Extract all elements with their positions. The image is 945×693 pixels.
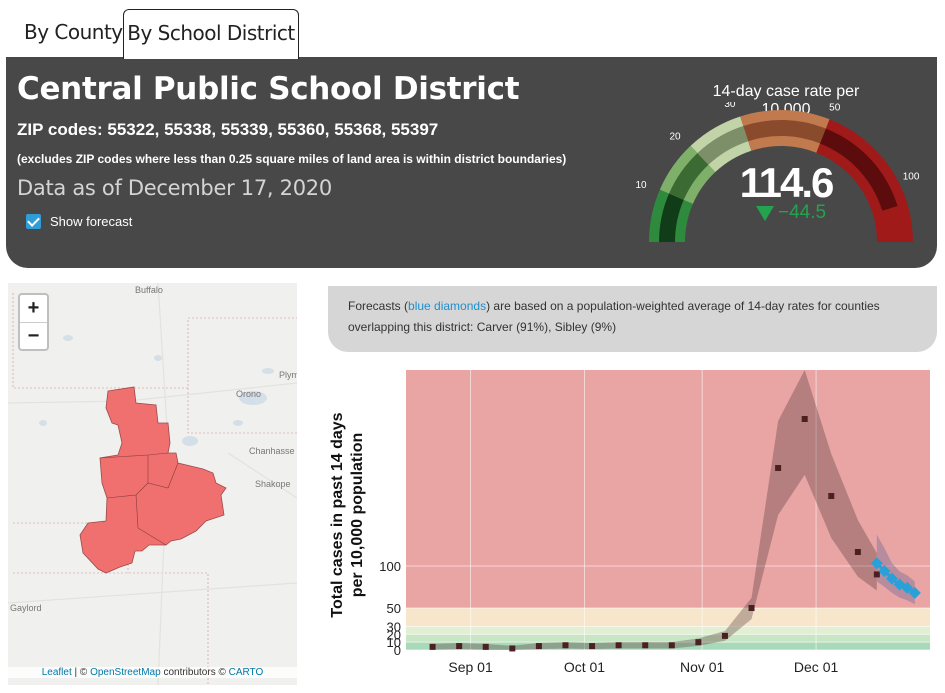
gauge-value-track-4 (820, 128, 898, 211)
chart-y-axis-label: Total cases in past 14 days per 10,000 po… (329, 412, 366, 617)
y-tick-label: 30 (387, 619, 401, 634)
forecast-diamond (901, 581, 914, 594)
data-point (695, 639, 702, 646)
y-tick-label: 50 (387, 601, 401, 616)
attribution-sep: | © (71, 667, 91, 678)
data-point (801, 416, 808, 422)
map-basemap (8, 283, 297, 685)
tab-by-county[interactable]: By County (24, 20, 123, 44)
data-point (562, 642, 569, 649)
map-label-shakopee: Shakope (255, 479, 291, 489)
leaflet-link[interactable]: Leaflet (41, 667, 72, 678)
checkbox-checked-icon[interactable] (26, 214, 41, 229)
data-point (854, 549, 861, 555)
data-point (509, 645, 516, 652)
data-point (748, 605, 755, 611)
show-forecast-toggle[interactable]: Show forecast (26, 214, 132, 229)
data-point (535, 643, 542, 650)
gauge-tick-label: 20 (669, 132, 681, 143)
zip-note: (excludes ZIP codes where less than 0.25… (17, 152, 567, 166)
y-tick-label: 100 (379, 559, 401, 574)
risk-band-1 (406, 634, 930, 643)
gauge-tick-label: 30 (724, 102, 736, 110)
page-title: Central Public School District (17, 71, 520, 107)
data-point (456, 643, 463, 650)
data-point (668, 642, 675, 649)
data-point (482, 643, 489, 650)
forecast-diamond (908, 586, 921, 599)
zoom-in-button[interactable]: + (27, 297, 40, 319)
data-point (589, 643, 596, 650)
gauge-tick-label: 100 (903, 172, 920, 183)
gauge-value-track-3 (743, 119, 826, 144)
note-prefix: Forecasts ( (348, 299, 409, 313)
data-point (721, 632, 728, 639)
down-arrow-icon (756, 205, 774, 221)
forecast-note: Forecasts (blue diamonds) are based on a… (328, 286, 937, 352)
data-point (828, 493, 835, 499)
carto-link[interactable]: CARTO (228, 667, 264, 678)
y-tick-label: 20 (387, 627, 401, 642)
map-label-orono: Orono (236, 389, 262, 399)
y-axis-label-line: per 10,000 population (349, 433, 366, 597)
gauge-value-track-1 (669, 153, 709, 200)
gauge-change: −44.5 (756, 202, 826, 224)
x-tick-label: Oct 01 (564, 659, 605, 675)
x-tick-label: Dec 01 (794, 659, 839, 675)
zip-codes: ZIP codes: 55322, 55338, 55339, 55360, 5… (17, 120, 439, 139)
district-header: Central Public School District ZIP codes… (6, 57, 937, 268)
y-tick-label: 10 (387, 635, 401, 650)
forecast-diamond (886, 572, 899, 585)
y-tick-label: 0 (394, 643, 401, 658)
attribution-contrib: contributors © (160, 667, 229, 678)
risk-band-0 (406, 642, 930, 650)
forecast-diamond (878, 565, 891, 578)
forecast-diamond (870, 557, 883, 570)
map-label-gaylord: Gaylord (10, 603, 42, 613)
y-axis-label-line: Total cases in past 14 days (329, 412, 346, 617)
gauge-tick-label: 10 (636, 180, 647, 191)
risk-band-2 (406, 626, 930, 635)
data-point (615, 642, 622, 649)
map-attribution: Leaflet | © OpenStreetMap contributors ©… (8, 667, 297, 678)
zoom-out-button[interactable]: − (20, 322, 47, 349)
note-suffix: ) are based on a population-weighted ave… (348, 299, 880, 334)
risk-band-3 (406, 608, 930, 627)
data-point (429, 643, 436, 650)
gauge-tick-label: 50 (829, 102, 841, 113)
x-tick-label: Nov 01 (680, 659, 725, 675)
data-point (642, 642, 649, 649)
tab-by-school-district[interactable]: By School District (123, 9, 299, 59)
gauge-value-track-2 (697, 125, 749, 165)
gauge-value-track-0 (659, 193, 684, 242)
map-label-buffalo: Buffalo (135, 285, 163, 295)
data-date: Data as of December 17, 2020 (17, 176, 332, 200)
show-forecast-label: Show forecast (50, 214, 133, 229)
gauge-change-value: −44.5 (778, 202, 827, 223)
data-point (775, 465, 782, 471)
map-label-chanhassen: Chanhasse (249, 446, 295, 456)
osm-link[interactable]: OpenStreetMap (90, 667, 161, 678)
tab-bar: By County By School District (0, 0, 945, 59)
zoom-control: + − (18, 293, 49, 351)
district-map[interactable]: + − Buffalo Orono Plym Chanhasse Shakope… (8, 283, 297, 685)
map-label-plym: Plym (279, 370, 297, 380)
gauge-value: 114.6 (739, 159, 835, 206)
data-point (873, 571, 880, 578)
x-tick-label: Sep 01 (448, 659, 493, 675)
risk-band-4 (406, 370, 930, 608)
note-blue-diamonds: blue diamonds (408, 299, 487, 313)
